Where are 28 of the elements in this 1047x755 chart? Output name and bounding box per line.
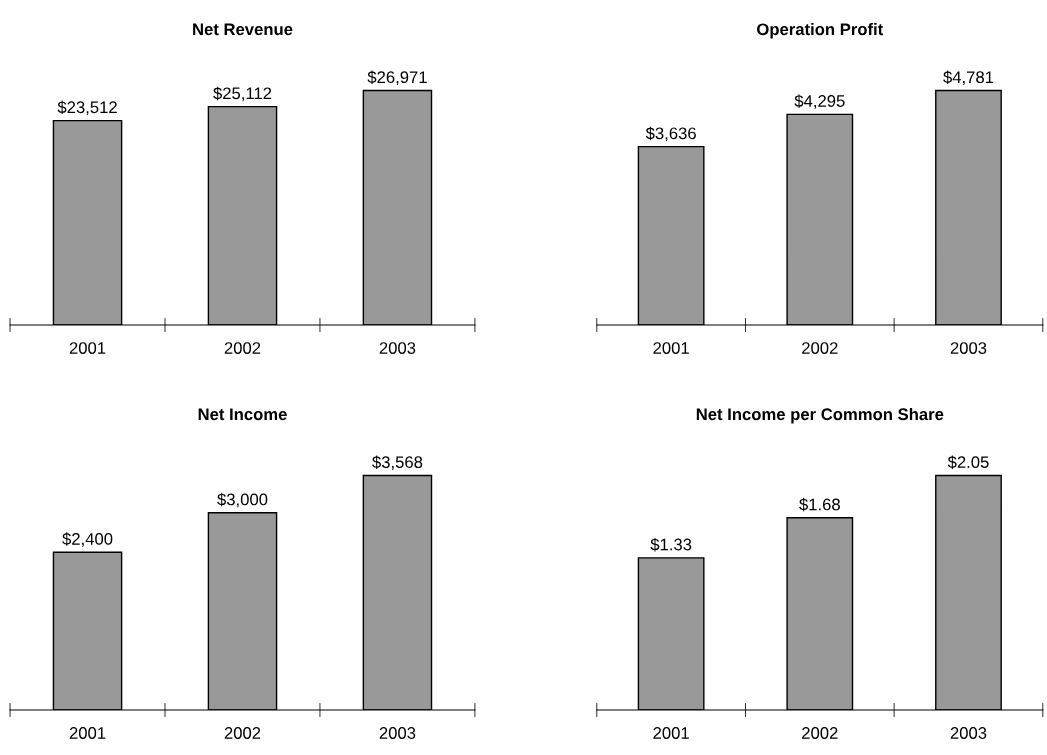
data-label: $2,400	[62, 532, 113, 547]
x-tick-label: 2001	[653, 727, 689, 739]
data-label: $2.05	[947, 455, 989, 470]
x-tick-label: 2003	[379, 727, 416, 739]
x-tick-label: 2002	[224, 342, 261, 354]
data-label: $1.68	[799, 497, 840, 512]
x-tick-label: 2001	[69, 342, 106, 354]
x-tick-label: 2003	[950, 727, 987, 739]
x-tick-label: 2002	[802, 727, 838, 739]
data-label: $25,112	[213, 86, 272, 102]
data-label: $26,971	[367, 70, 427, 86]
data-label: $4,295	[794, 94, 845, 109]
x-tick-label: 2001	[69, 727, 106, 739]
data-label: $4,781	[943, 70, 994, 86]
data-label: $1.33	[650, 537, 692, 552]
data-label: $3,636	[645, 126, 696, 142]
x-tick-label: 2001	[653, 342, 689, 354]
chart-title: Net Income	[198, 408, 287, 421]
x-tick-label: 2003	[379, 342, 416, 354]
chart-title: Net Revenue	[193, 23, 293, 36]
data-label: $3,568	[372, 455, 423, 470]
data-label: $3,000	[217, 492, 268, 508]
x-tick-label: 2002	[224, 727, 261, 739]
chart-title: Net Income per Common Share	[696, 407, 944, 424]
data-label: $23,512	[57, 100, 117, 116]
x-tick-label: 2002	[802, 342, 838, 354]
x-tick-label: 2003	[950, 342, 987, 354]
chart-title: Operation Profit	[757, 22, 884, 39]
